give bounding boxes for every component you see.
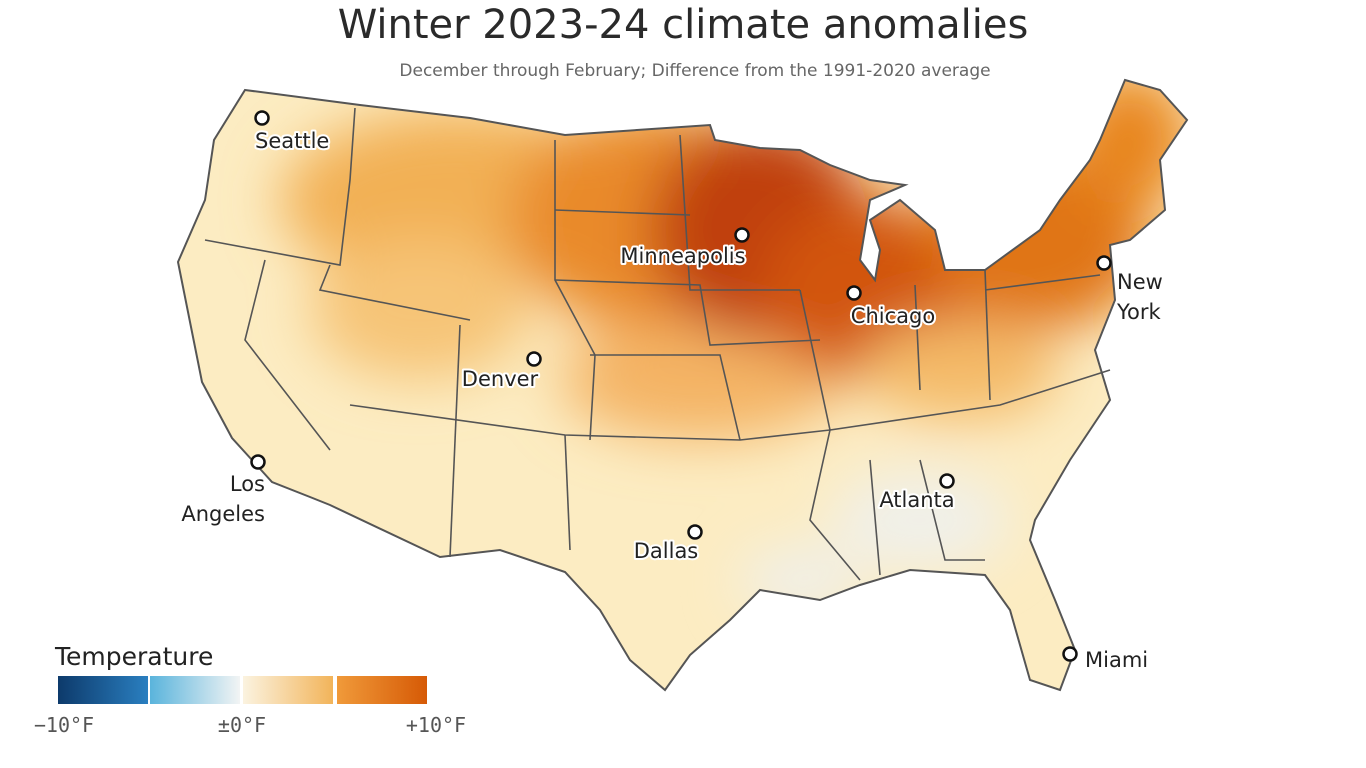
city-dot	[1096, 255, 1112, 271]
city-dot	[254, 110, 270, 126]
city-dot	[1062, 646, 1078, 662]
city-label: Los Angeles	[181, 472, 265, 526]
city-label: Chicago	[851, 304, 935, 328]
city-label: Dallas	[634, 539, 699, 563]
city-label: Atlanta	[879, 488, 954, 512]
city-dot	[734, 227, 750, 243]
legend-tick: ±0°F	[218, 713, 266, 737]
city-label: Denver	[462, 367, 539, 391]
legend-swatch	[243, 676, 333, 704]
city-dot	[939, 473, 955, 489]
legend-title: Temperature	[54, 642, 213, 671]
cities: Seattle Minneapolis Chicago New York Denver Lo…	[179, 110, 1165, 674]
state-lines	[204, 107, 1111, 581]
city-label: Miami	[1085, 648, 1148, 672]
title: Winter 2023-24 climate anomalies	[338, 2, 1029, 48]
city-label: Seattle	[255, 129, 329, 153]
city-dot	[526, 351, 542, 367]
anomaly-field	[178, 80, 1187, 690]
legend-swatch	[150, 676, 240, 704]
city-dot	[846, 285, 862, 301]
city-dot	[687, 524, 703, 540]
subtitle: December through February; Difference fr…	[399, 61, 990, 81]
city-dot	[250, 454, 266, 470]
city-label: New York	[1116, 270, 1163, 324]
legend-tick: +10°F	[406, 713, 466, 737]
legend-swatch	[58, 676, 148, 704]
legend-swatch	[337, 676, 427, 704]
legend-tick: −10°F	[34, 713, 94, 737]
city-label: Minneapolis	[620, 244, 745, 268]
